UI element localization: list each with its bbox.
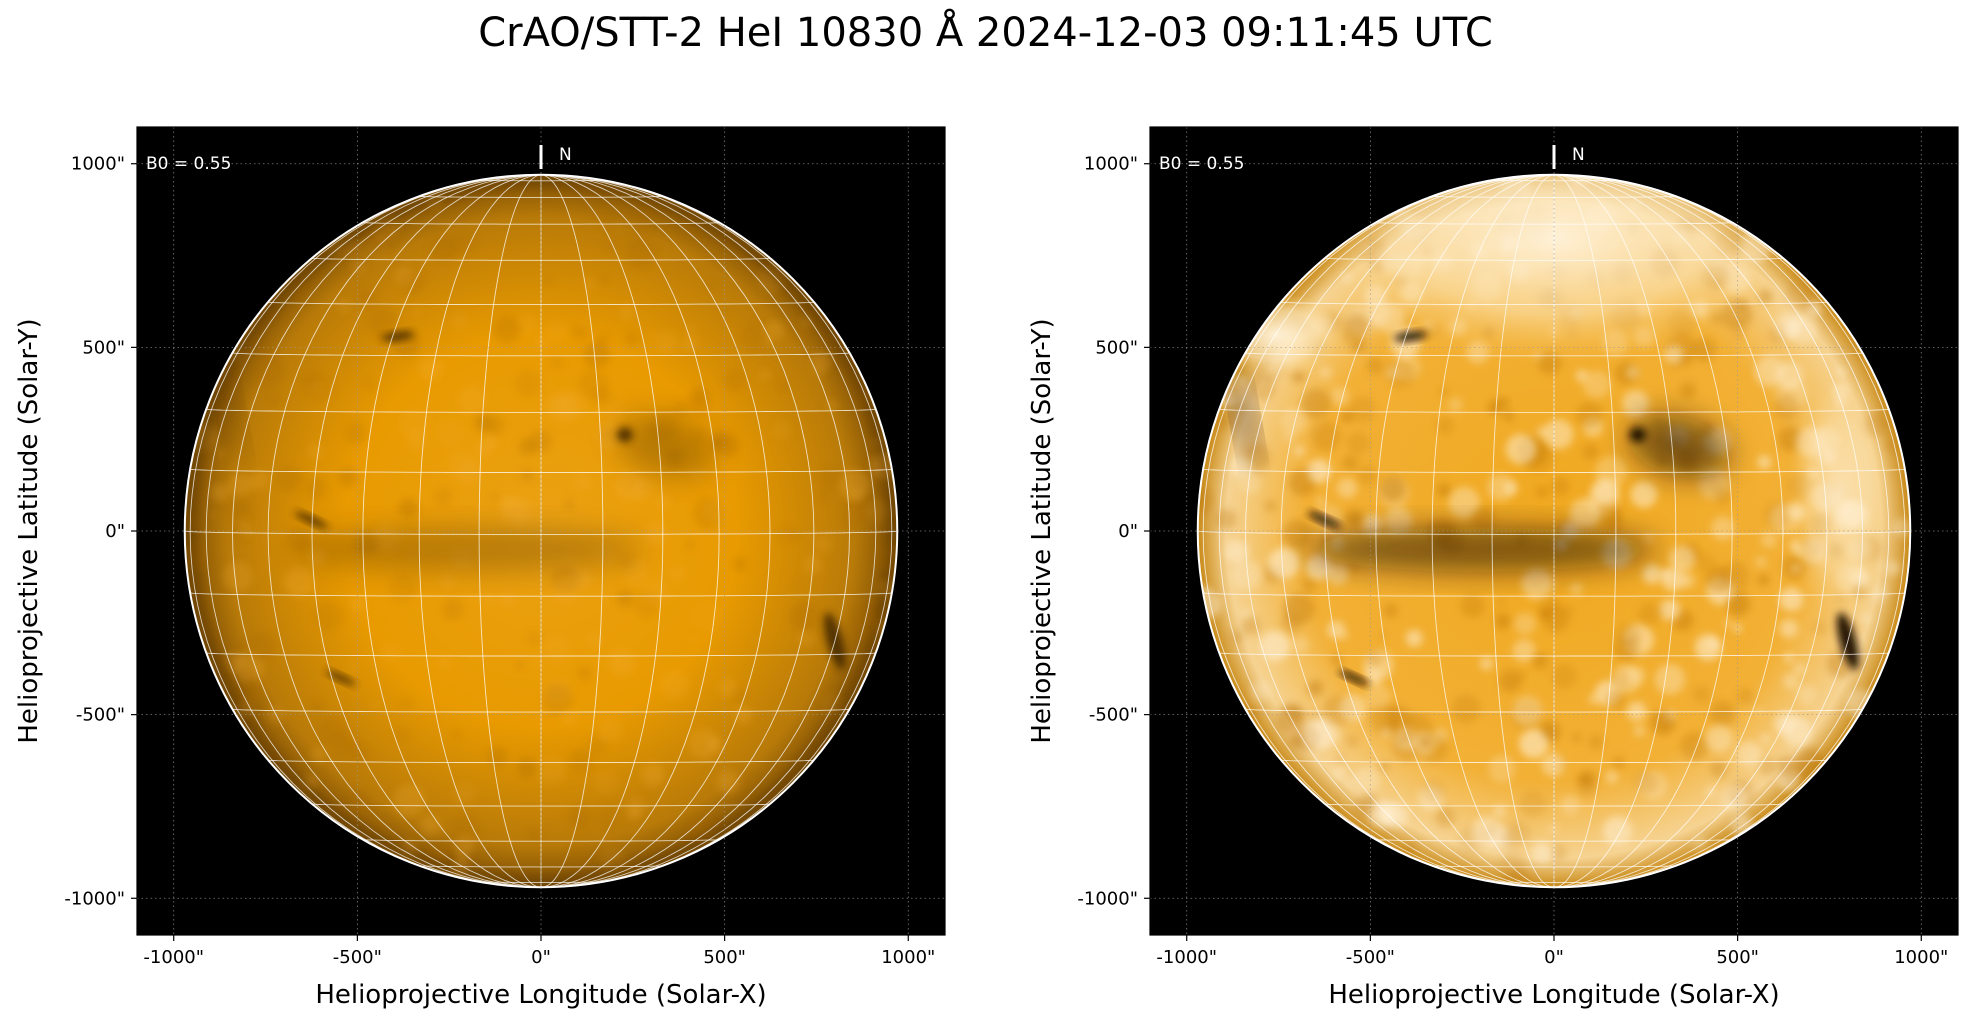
y-tick-label: 1000" <box>1084 154 1138 175</box>
feature-filament-south-east <box>1338 670 1369 686</box>
x-axis-label: Helioprojective Longitude (Solar-X) <box>1328 980 1779 1010</box>
y-tick-label: 0" <box>1118 521 1138 542</box>
b0-annotation: B0 = 0.55 <box>146 154 231 174</box>
feature-filament-northeast <box>381 331 415 342</box>
north-label: N <box>559 145 572 165</box>
y-tick-label: 1000" <box>71 154 125 175</box>
x-tick-label: -1000" <box>143 947 204 968</box>
y-tick-label: -1000" <box>1077 888 1138 909</box>
heliographic-grid <box>1197 174 1911 888</box>
y-tick-label: 0" <box>105 521 125 542</box>
panel-enhanced: N B0 = 0.55 -1000" -500" 0" 500" 1000" 1000" 500… <box>1027 126 1959 1010</box>
y-tick-label: 500" <box>1095 337 1138 358</box>
y-tick-label: -500" <box>1089 705 1138 726</box>
x-tick-label: 500" <box>1716 947 1759 968</box>
feature-east-limb-plage <box>1234 381 1257 461</box>
feature-east-limb-plage <box>221 381 244 461</box>
x-tick-label: 1000" <box>881 947 935 968</box>
y-tick-label: -500" <box>76 705 125 726</box>
feature-north-plage-region <box>1628 415 1730 478</box>
x-tick-label: 500" <box>703 947 746 968</box>
feature-equatorial-active-band <box>291 527 644 572</box>
panel-original: N B0 = 0.55 -1000" -500" 0" 500" 1000" 1000" 500… <box>14 126 946 1010</box>
x-tick-label: 1000" <box>1894 947 1948 968</box>
b0-annotation: B0 = 0.55 <box>1159 154 1244 174</box>
x-tick-label: -500" <box>1346 947 1395 968</box>
solar-limb <box>1196 173 1912 889</box>
feature-filament-northeast <box>1394 331 1428 342</box>
feature-filament-south-east <box>325 670 356 686</box>
x-tick-label: -1000" <box>1156 947 1217 968</box>
feature-equatorial-active-band <box>1304 527 1657 572</box>
y-tick-label: -1000" <box>64 888 125 909</box>
feature-filament-east-equator <box>294 511 329 529</box>
figure-title: CrAO/STT-2 HeI 10830 Å 2024-12-03 09:11:… <box>478 10 1493 56</box>
x-tick-label: 0" <box>1544 947 1564 968</box>
x-tick-label: 0" <box>531 947 551 968</box>
feature-north-plage-region <box>615 415 717 478</box>
north-label: N <box>1572 145 1585 165</box>
feature-filament-east-equator <box>1307 511 1342 529</box>
x-tick-label: -500" <box>333 947 382 968</box>
y-axis-label: Helioprojective Latitude (Solar-Y) <box>1027 318 1057 743</box>
y-axis-label: Helioprojective Latitude (Solar-Y) <box>14 318 44 743</box>
x-axis-label: Helioprojective Longitude (Solar-X) <box>315 980 766 1010</box>
solar-limb <box>183 173 899 889</box>
y-tick-label: 500" <box>82 337 125 358</box>
